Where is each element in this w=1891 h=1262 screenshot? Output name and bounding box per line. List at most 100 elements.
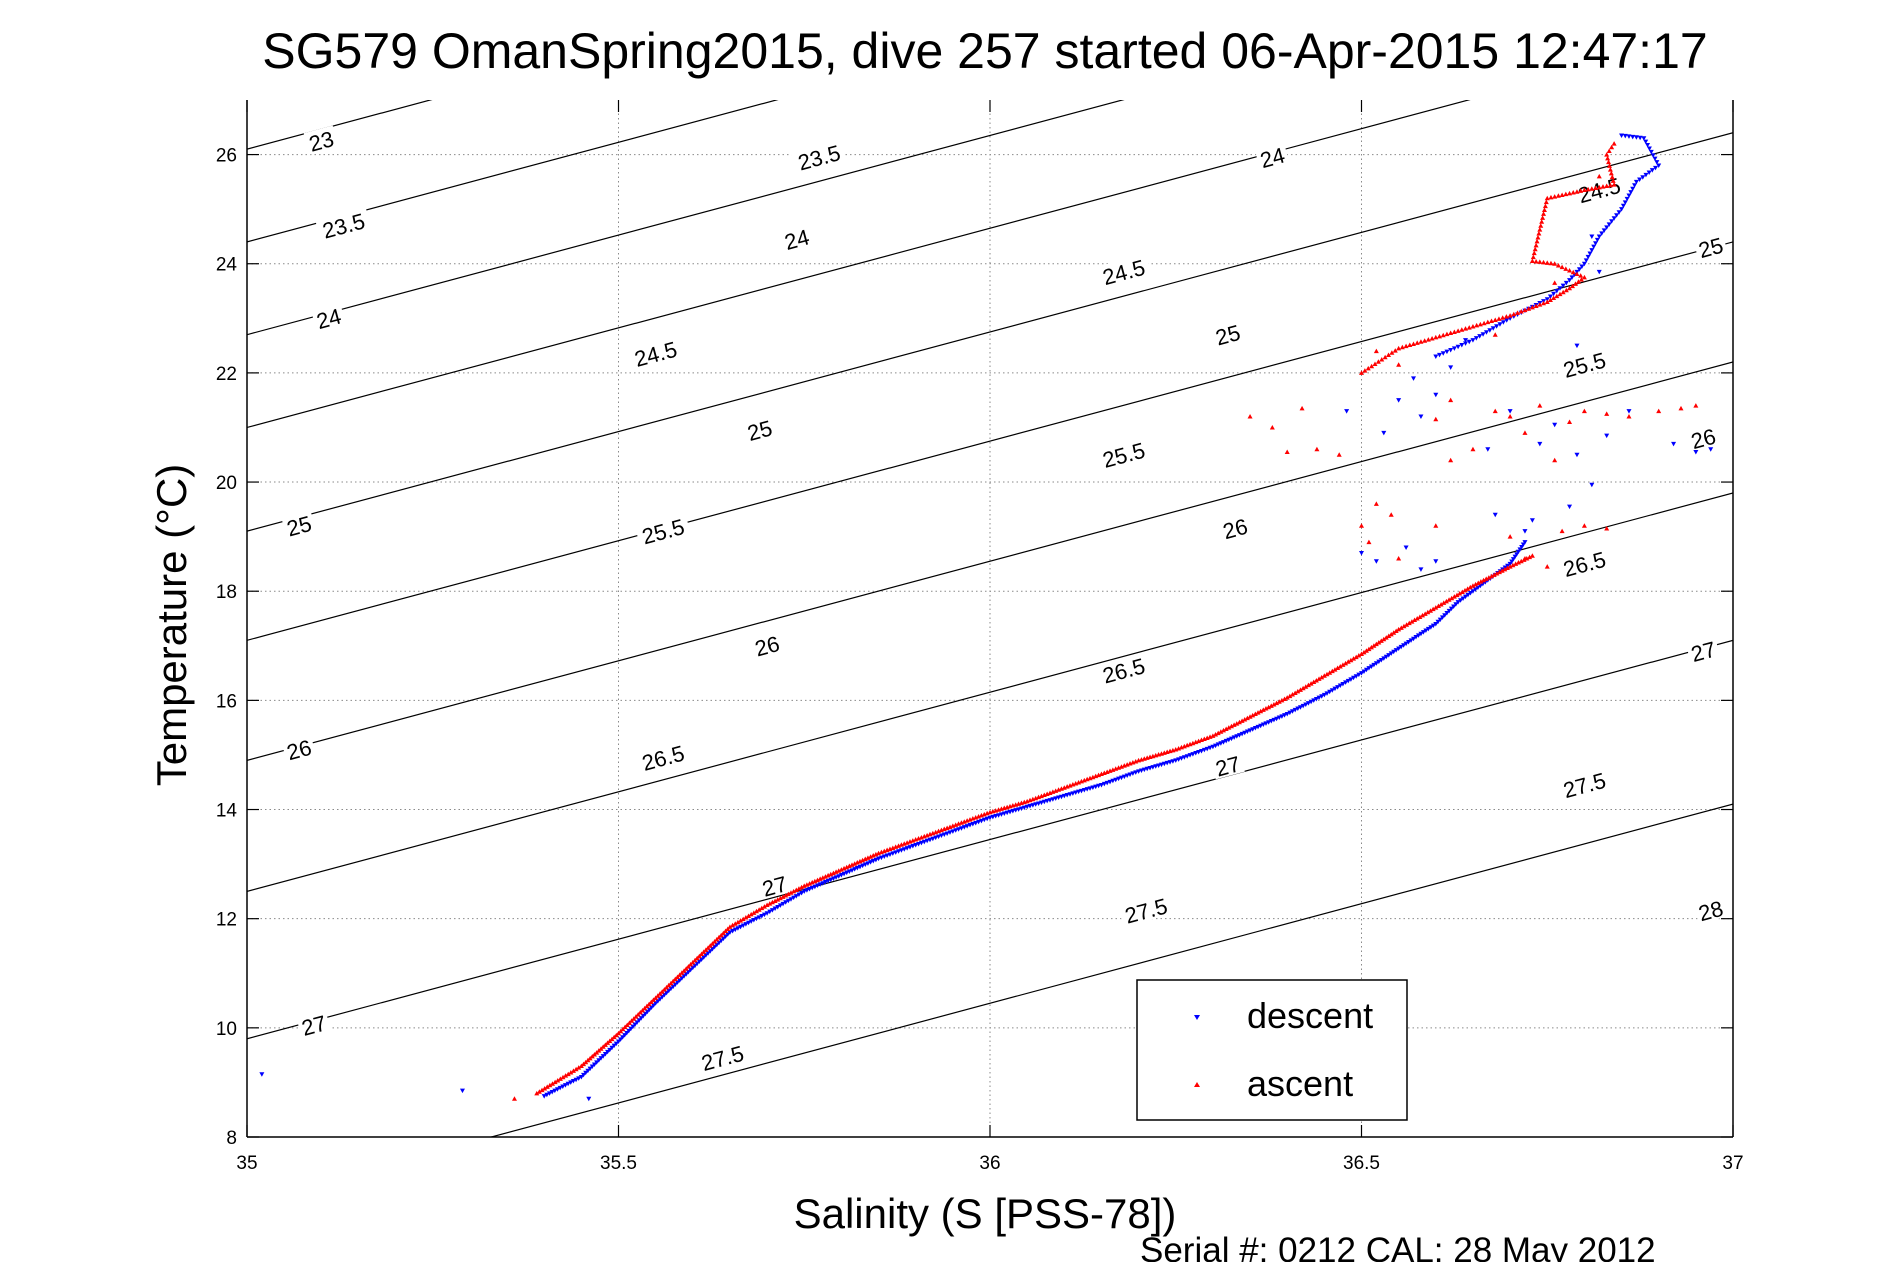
descent-point bbox=[659, 995, 665, 1000]
ascent-point bbox=[1295, 688, 1301, 694]
ascent-point bbox=[748, 911, 754, 917]
descent-point bbox=[1596, 269, 1602, 275]
descent-point bbox=[1127, 772, 1133, 777]
ascent-point bbox=[1581, 408, 1587, 414]
descent-point bbox=[1343, 680, 1349, 685]
descent-point bbox=[596, 1058, 602, 1063]
x-tick-label: 36 bbox=[979, 1153, 1000, 1174]
descent-point bbox=[1440, 351, 1446, 356]
descent-point bbox=[1624, 196, 1630, 202]
ascent-point bbox=[1555, 193, 1561, 198]
descent-point bbox=[626, 1028, 632, 1034]
ascent-point bbox=[565, 1071, 571, 1077]
ascent-point bbox=[764, 902, 770, 908]
descent-point bbox=[1308, 699, 1314, 705]
descent-point bbox=[1332, 686, 1338, 692]
descent-point bbox=[815, 883, 821, 889]
descent-point bbox=[624, 1030, 630, 1036]
descent-point bbox=[541, 1094, 547, 1099]
ascent-point bbox=[865, 855, 871, 860]
ascent-point bbox=[812, 878, 818, 884]
descent-point bbox=[1198, 748, 1204, 754]
descent-point bbox=[738, 924, 744, 930]
ascent-point bbox=[1533, 242, 1539, 248]
descent-point bbox=[570, 1079, 576, 1084]
ascent-point bbox=[1274, 700, 1280, 706]
contour-label-bg bbox=[742, 414, 777, 444]
ascent-point bbox=[1287, 693, 1293, 699]
descent-point bbox=[1368, 664, 1374, 670]
descent-point bbox=[1420, 630, 1426, 635]
ascent-point bbox=[1284, 695, 1290, 700]
descent-point bbox=[1622, 200, 1628, 205]
descent-point bbox=[841, 871, 847, 877]
ascent-point bbox=[1391, 630, 1397, 635]
descent-point bbox=[1356, 672, 1362, 678]
descent-point bbox=[1557, 286, 1563, 291]
descent-point bbox=[825, 878, 831, 884]
ascent-point bbox=[841, 865, 847, 871]
descent-point bbox=[568, 1080, 574, 1085]
descent-point bbox=[1378, 657, 1384, 663]
ascent-point bbox=[833, 869, 839, 874]
descent-point bbox=[1428, 625, 1434, 630]
contour-label-bg bbox=[634, 739, 691, 775]
x-axis-label: Salinity (S [PSS-78]) bbox=[794, 1190, 1177, 1237]
descent-point bbox=[1470, 589, 1476, 594]
ascent-point bbox=[1559, 264, 1565, 270]
descent-point bbox=[1050, 797, 1056, 802]
descent-point bbox=[1547, 294, 1553, 299]
descent-point bbox=[1351, 675, 1357, 681]
y-tick-label: 10 bbox=[216, 1019, 237, 1040]
descent-point bbox=[1147, 765, 1153, 771]
ascent-point bbox=[1537, 403, 1543, 408]
descent-point bbox=[981, 817, 987, 823]
descent-point bbox=[1403, 545, 1409, 551]
descent-point bbox=[723, 934, 729, 940]
descent-point bbox=[878, 855, 884, 861]
descent-point bbox=[978, 818, 984, 824]
ascent-point bbox=[1297, 687, 1303, 692]
ascent-point bbox=[544, 1084, 550, 1089]
descent-point bbox=[924, 838, 930, 844]
descent-point bbox=[953, 828, 959, 833]
ascent-point bbox=[1532, 246, 1538, 252]
descent-point bbox=[1250, 727, 1256, 732]
descent-point bbox=[1616, 210, 1622, 215]
contour-label-bg bbox=[1210, 750, 1245, 780]
ascent-point bbox=[1560, 289, 1566, 295]
ascent-point bbox=[1239, 718, 1245, 723]
ascent-point bbox=[1448, 397, 1454, 403]
descent-point bbox=[712, 944, 718, 950]
descent-point bbox=[1589, 234, 1595, 239]
descent-point bbox=[1266, 720, 1272, 725]
descent-point bbox=[1016, 807, 1022, 812]
descent-point bbox=[1411, 376, 1417, 381]
descent-point bbox=[1363, 667, 1369, 673]
ascent-point bbox=[1327, 670, 1333, 675]
descent-point bbox=[1136, 769, 1142, 774]
descent-point bbox=[1329, 688, 1335, 693]
ascent-point bbox=[1366, 539, 1372, 545]
descent-point bbox=[756, 915, 762, 920]
descent-point bbox=[1430, 623, 1436, 629]
descent-point bbox=[990, 814, 996, 820]
descent-point bbox=[936, 834, 942, 840]
descent-point bbox=[1522, 529, 1528, 534]
descent-point bbox=[1653, 165, 1659, 171]
ascent-point bbox=[1570, 283, 1576, 289]
ascent-point bbox=[1244, 715, 1250, 721]
contour-label-bg bbox=[311, 302, 346, 332]
descent-point bbox=[933, 835, 939, 841]
ascent-point bbox=[1393, 628, 1399, 634]
ascent-point bbox=[817, 876, 823, 881]
descent-point bbox=[910, 844, 916, 849]
ascent-point bbox=[1559, 192, 1565, 197]
ascent-point bbox=[1678, 405, 1684, 411]
descent-point bbox=[1413, 635, 1419, 640]
ascent-point bbox=[1541, 207, 1547, 213]
ascent-point bbox=[807, 881, 813, 886]
ascent-point bbox=[1401, 623, 1407, 629]
descent-point bbox=[1490, 326, 1496, 331]
ascent-point bbox=[1337, 663, 1343, 669]
